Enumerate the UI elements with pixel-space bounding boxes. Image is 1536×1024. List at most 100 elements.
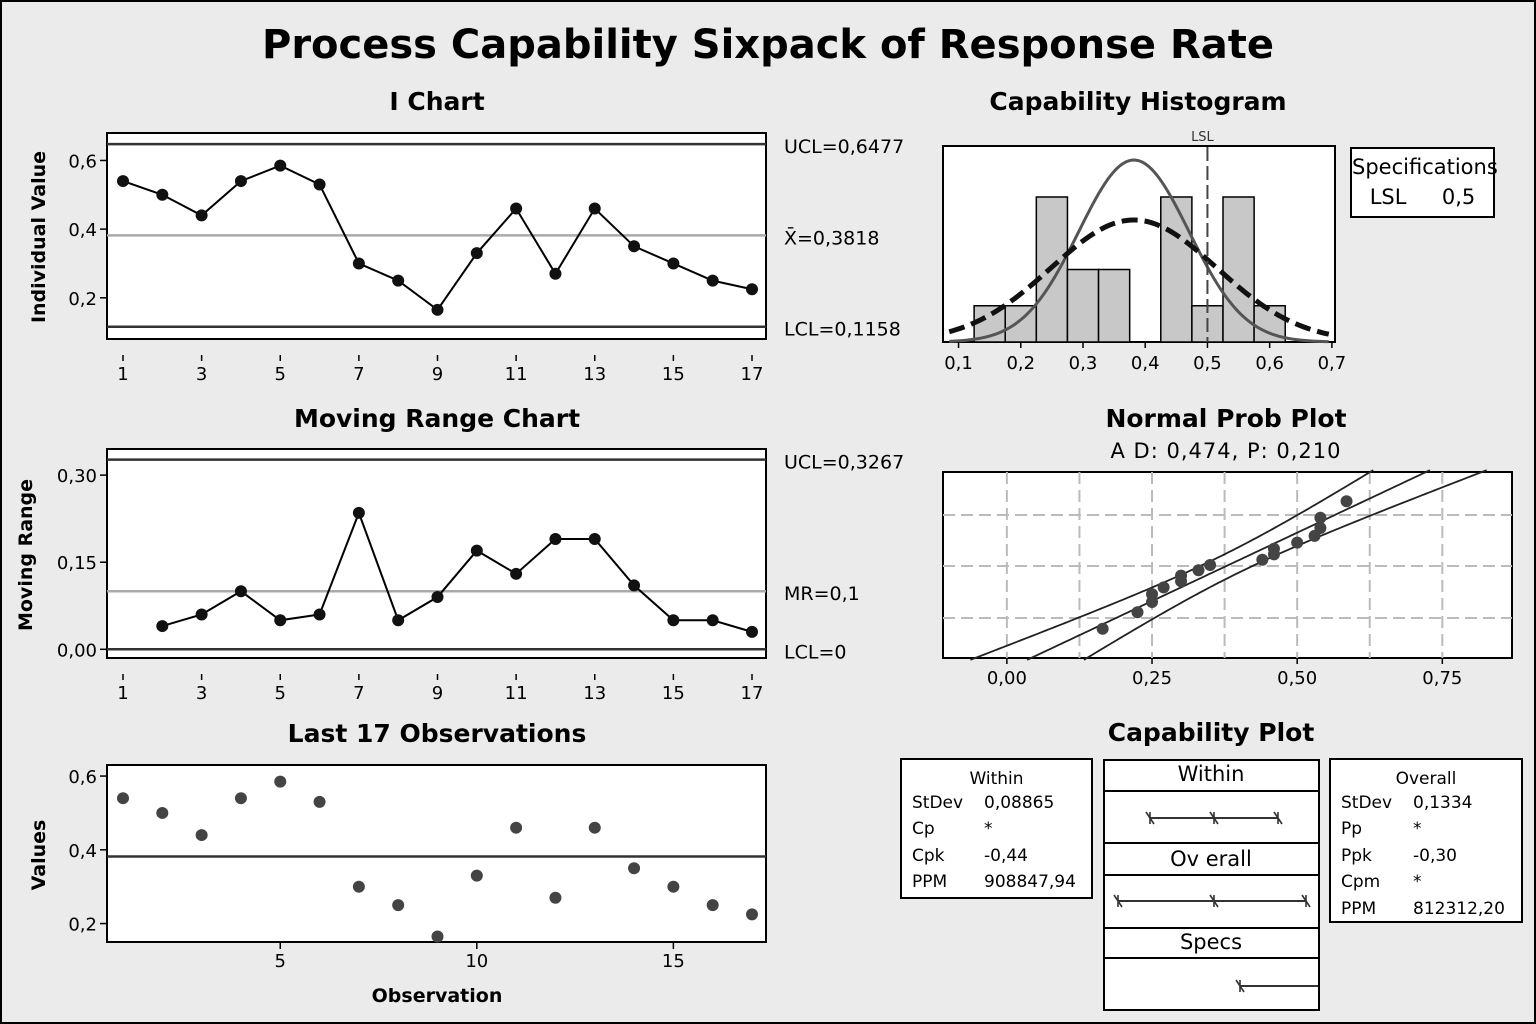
- stat-label: StDev: [1341, 793, 1393, 813]
- lcl-label: LCL=0,1158: [784, 319, 901, 341]
- overall-interval-tick: [1301, 894, 1311, 908]
- y-tick-label: 0,4: [68, 220, 97, 241]
- last-obs-title: Last 17 Observations: [288, 719, 587, 748]
- x-tick-label: 15: [662, 683, 685, 704]
- stat-label: Cp: [912, 819, 935, 839]
- overall-stats-title: Overall: [1395, 769, 1457, 789]
- probplot-point: [1340, 495, 1353, 508]
- y-tick-label: 0,2: [68, 289, 97, 310]
- probplot-title: Normal Prob Plot: [1105, 404, 1346, 433]
- stat-value: 0,1334: [1413, 793, 1473, 813]
- within-stats-box: Within StDev 0,08865 Cp * Cpk -0,44 PPM 9088…: [900, 758, 1093, 899]
- stat-value: *: [984, 819, 993, 839]
- last-obs-point: [156, 806, 169, 819]
- i-chart-title: I Chart: [389, 87, 484, 116]
- last-obs-point: [313, 795, 326, 808]
- stat-label: StDev: [912, 793, 964, 813]
- probplot-point: [1267, 542, 1280, 555]
- probplot-fit-line: [1026, 469, 1431, 661]
- x-tick-label: 3: [196, 364, 207, 385]
- overall-stats-box: Overall StDev 0,1334 Pp * Ppk -0,30 Cpm * PP…: [1329, 758, 1523, 923]
- mr-chart-point: [431, 591, 444, 604]
- lsl-spec-label: LSL: [1369, 185, 1407, 209]
- lsl-spec-value: 0,5: [1441, 185, 1476, 209]
- probplot-subtitle: A D: 0,474, P: 0,210: [1111, 439, 1342, 463]
- probplot-point: [1291, 536, 1304, 549]
- overall-stat-row: StDev 0,1334: [1341, 793, 1472, 813]
- lsl-marker-label: LSL: [1191, 130, 1214, 145]
- x-tick-label: 13: [583, 683, 606, 704]
- histogram-title: Capability Histogram: [989, 87, 1286, 116]
- x-tick-label: 10: [465, 951, 488, 972]
- within-interval-tick: [1209, 811, 1219, 825]
- mr-chart-point: [392, 614, 405, 627]
- ucl-label: UCL=0,6477: [784, 136, 904, 158]
- x-tick-label: 5: [275, 364, 286, 385]
- specifications-box: Specifications LSL 0,5: [1350, 147, 1498, 218]
- last-obs-point: [117, 792, 129, 805]
- stat-value: *: [1413, 872, 1422, 892]
- i-chart-point: [234, 175, 247, 188]
- stat-value: 908847,94: [984, 872, 1076, 892]
- last-obs-point: [234, 792, 247, 805]
- x-tick-label: 9: [432, 364, 443, 385]
- probplot-point: [1131, 606, 1144, 619]
- mr-chart-point: [195, 608, 208, 621]
- x-tick-label: 0,25: [1132, 668, 1172, 689]
- center-label: X̄=0,3818: [784, 225, 879, 249]
- last-obs-ylabel: Values: [28, 820, 50, 891]
- stat-value: 812312,20: [1413, 899, 1505, 919]
- overall-stat-row: PPM 812312,20: [1341, 899, 1505, 919]
- mr-chart-point: [746, 625, 758, 638]
- probplot-point: [1314, 511, 1327, 524]
- x-tick-label: 17: [741, 683, 764, 704]
- x-tick-label: 0,50: [1277, 668, 1317, 689]
- y-tick-label: 0,30: [57, 466, 97, 487]
- last-obs-point: [195, 829, 208, 842]
- y-tick-label: 0,2: [68, 915, 97, 936]
- probplot-point: [1157, 581, 1170, 594]
- x-tick-label: 0,3: [1069, 353, 1098, 374]
- mr-chart-point: [352, 506, 365, 519]
- mr-chart-point: [234, 585, 247, 598]
- mr-chart-point: [470, 544, 483, 557]
- histogram-bar: [1066, 268, 1100, 343]
- y-tick-label: 0,6: [68, 151, 97, 172]
- y-tick-label: 0,6: [68, 767, 97, 788]
- last-obs-point: [392, 899, 405, 912]
- overall-stat-row: Pp *: [1341, 819, 1422, 839]
- last-obs-plot-area: [106, 764, 767, 943]
- within-stat-row: Cp *: [912, 819, 993, 839]
- mr-chart-point: [588, 532, 601, 545]
- last-obs-point: [510, 821, 523, 834]
- i-chart-point: [470, 247, 483, 260]
- x-tick-label: 0,1: [944, 353, 973, 374]
- i-chart-point: [510, 202, 523, 215]
- mr-chart-point: [667, 614, 680, 627]
- i-chart-point: [706, 274, 719, 287]
- i-chart-point: [588, 202, 601, 215]
- within-stat-row: Cpk -0,44: [912, 846, 1028, 866]
- i-chart-point: [352, 257, 365, 270]
- stat-label: PPM: [912, 872, 948, 892]
- x-tick-label: 0,2: [1006, 353, 1035, 374]
- capability-within-label: Within: [1177, 762, 1245, 786]
- last-obs-point: [470, 869, 483, 882]
- mr-chart-point: [549, 532, 562, 545]
- x-tick-label: 9: [432, 683, 443, 704]
- stat-value: -0,30: [1413, 846, 1457, 866]
- stat-value: 0,08865: [984, 793, 1055, 813]
- probplot-ci-lower: [970, 469, 1374, 661]
- i-chart-point: [195, 209, 208, 222]
- x-tick-label: 11: [505, 364, 528, 385]
- stat-label: PPM: [1341, 899, 1377, 919]
- x-tick-label: 1: [117, 364, 128, 385]
- within-interval-tick: [1145, 811, 1155, 825]
- i-chart-ylabel: Individual Value: [28, 151, 50, 323]
- within-normal-curve: [949, 158, 1329, 344]
- x-tick-label: 17: [741, 364, 764, 385]
- x-tick-label: 15: [662, 364, 685, 385]
- within-stats-title: Within: [969, 769, 1024, 789]
- x-tick-label: 0,7: [1318, 353, 1347, 374]
- i-chart-point: [667, 257, 680, 270]
